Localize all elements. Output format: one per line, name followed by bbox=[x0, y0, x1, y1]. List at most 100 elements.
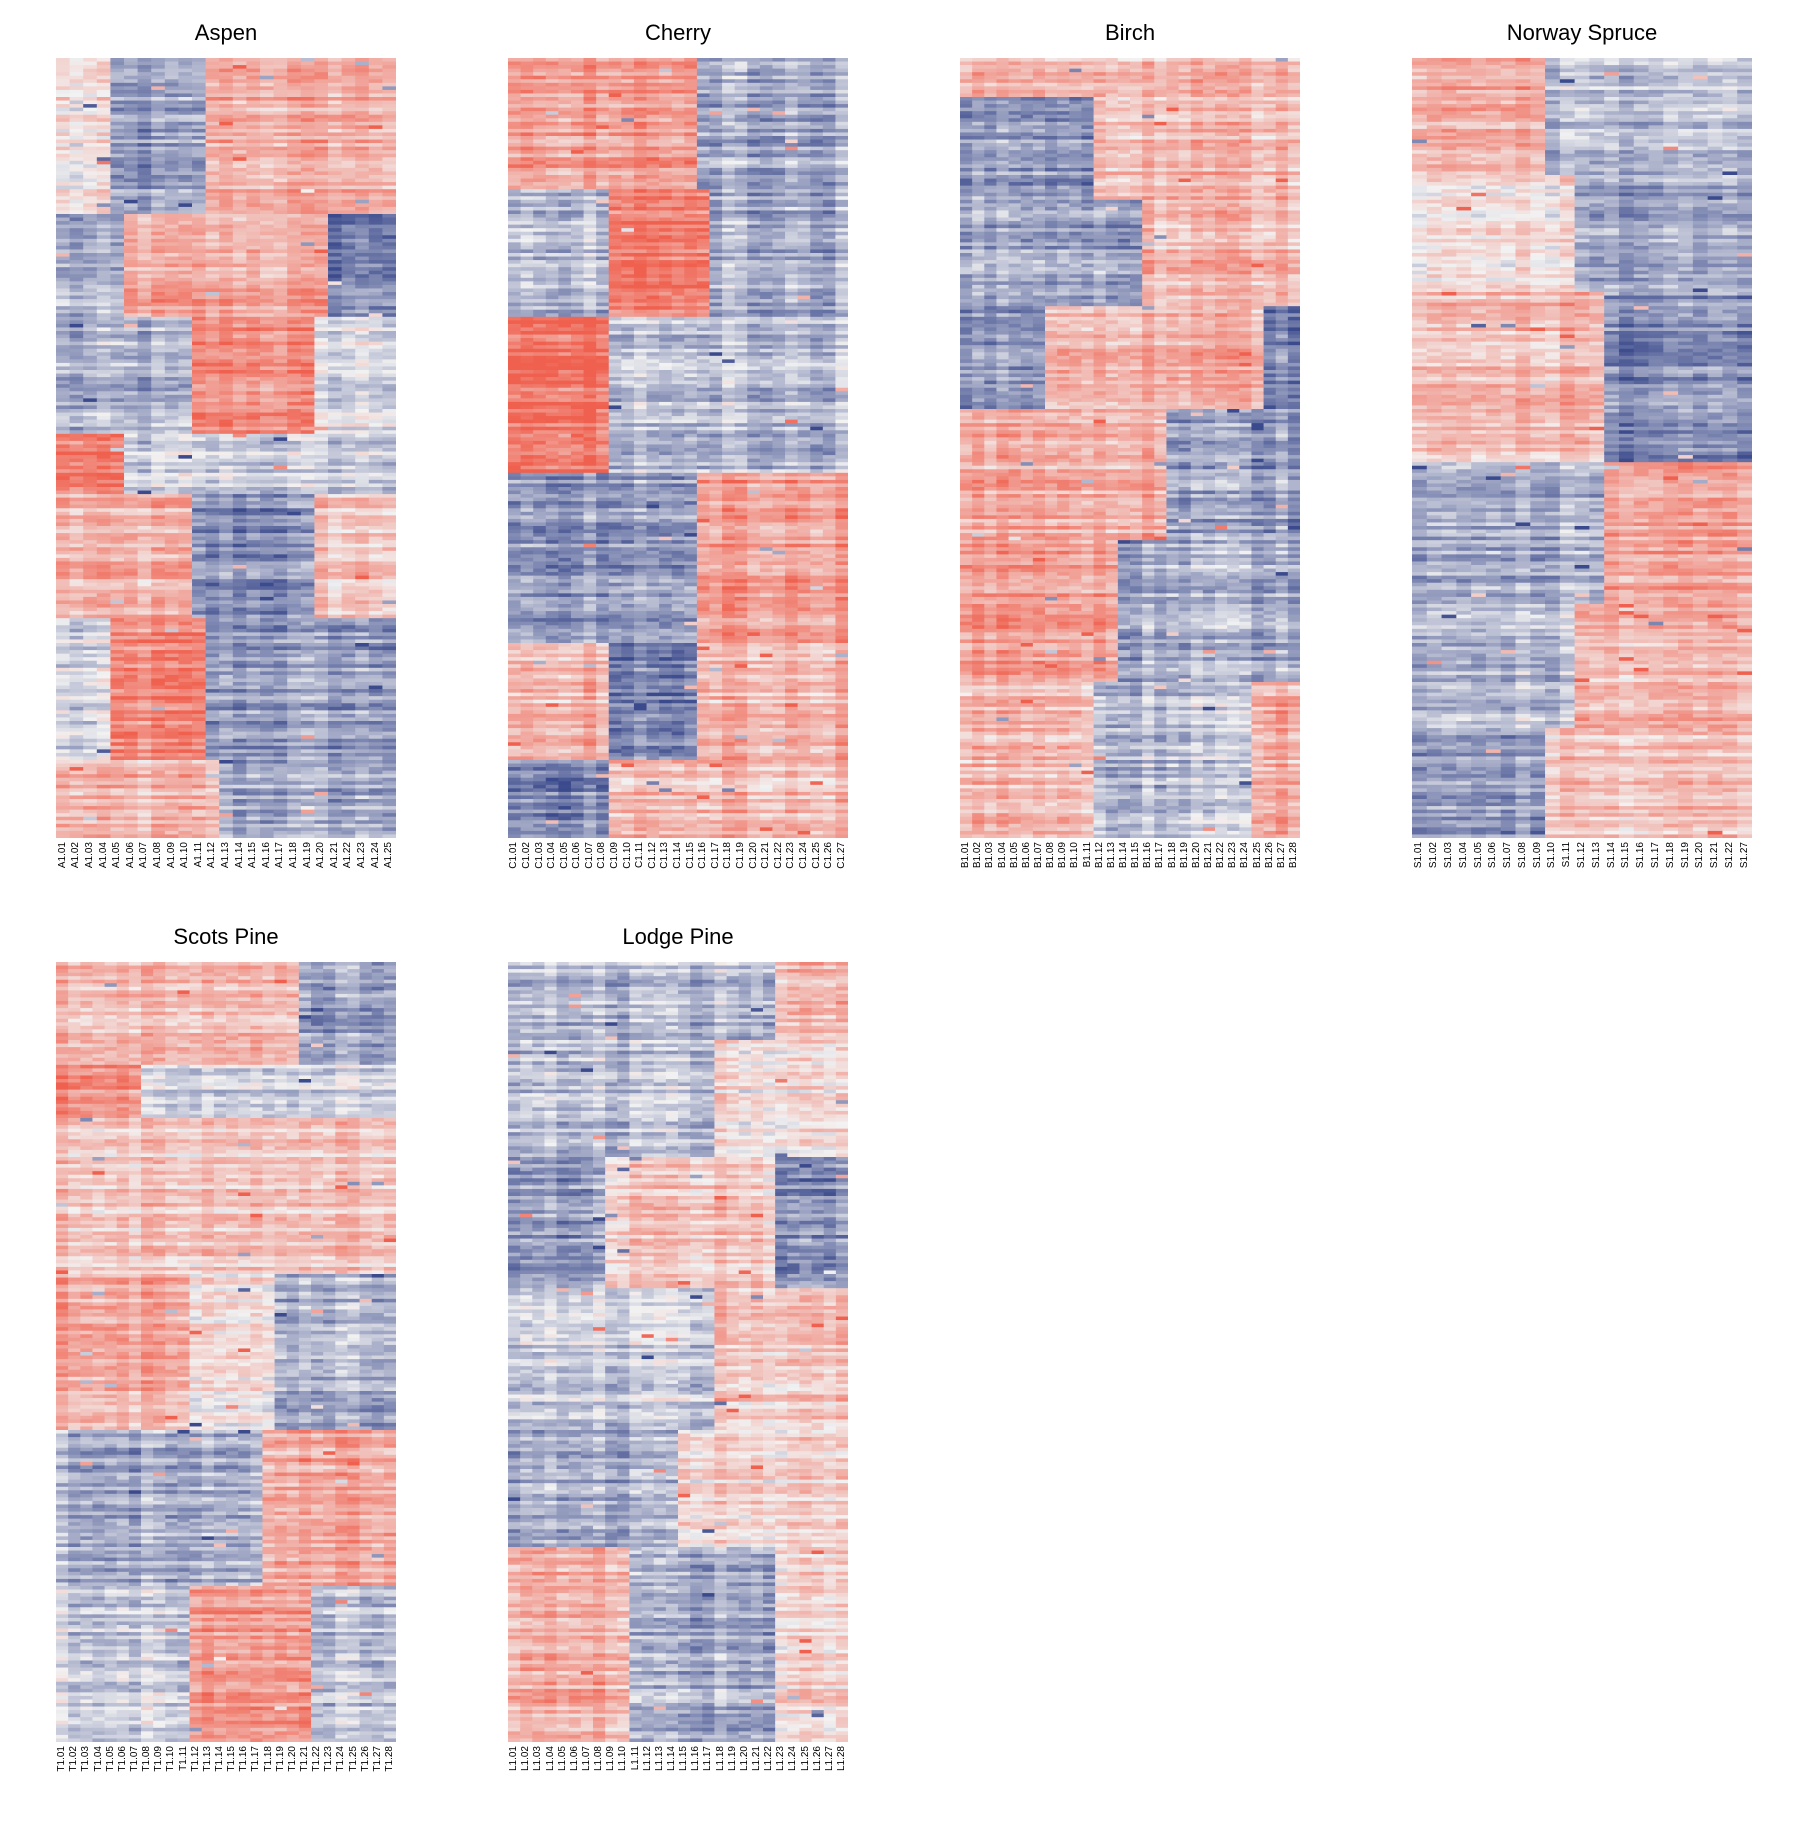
heatmap-cell bbox=[219, 171, 233, 175]
heatmap-cell bbox=[274, 242, 288, 246]
heatmap-cell bbox=[233, 320, 247, 324]
heatmap-cell bbox=[246, 101, 260, 105]
heatmap-cell bbox=[219, 370, 233, 374]
heatmap-cell bbox=[355, 377, 369, 381]
heatmap-cell bbox=[192, 512, 206, 516]
heatmap-cell bbox=[328, 384, 342, 388]
heatmap-cell bbox=[192, 664, 206, 668]
heatmap-cell bbox=[124, 448, 138, 452]
heatmap-cell bbox=[138, 519, 152, 523]
heatmap-cell bbox=[314, 586, 328, 590]
heatmap-cell bbox=[260, 650, 274, 654]
heatmap-cell bbox=[219, 69, 233, 73]
heatmap-cell bbox=[151, 72, 165, 76]
heatmap-cell bbox=[97, 115, 111, 119]
heatmap-cell bbox=[70, 586, 84, 590]
heatmap-cell bbox=[178, 93, 192, 97]
heatmap-cell bbox=[83, 469, 97, 473]
heatmap-cell bbox=[124, 760, 138, 764]
heatmap-cell bbox=[355, 388, 369, 392]
heatmap-cell bbox=[382, 196, 396, 200]
heatmap-cell bbox=[56, 420, 70, 424]
heatmap-cell bbox=[328, 629, 342, 633]
heatmap-cell bbox=[342, 561, 356, 565]
heatmap-cell bbox=[138, 356, 152, 360]
heatmap-cell bbox=[70, 186, 84, 190]
heatmap-cell bbox=[192, 717, 206, 721]
heatmap-cell bbox=[70, 122, 84, 126]
heatmap-cell bbox=[382, 115, 396, 119]
heatmap-cell bbox=[260, 675, 274, 679]
heatmap-cell bbox=[178, 576, 192, 580]
heatmap-cell bbox=[219, 381, 233, 385]
heatmap-cell bbox=[138, 710, 152, 714]
heatmap-cell bbox=[151, 586, 165, 590]
heatmap-cell bbox=[246, 444, 260, 448]
heatmap-cell bbox=[138, 58, 152, 62]
heatmap-cell bbox=[246, 441, 260, 445]
heatmap-cell bbox=[274, 703, 288, 707]
heatmap-cell bbox=[56, 317, 70, 321]
heatmap-cell bbox=[369, 700, 383, 704]
heatmap-cell bbox=[70, 402, 84, 406]
heatmap-cell bbox=[260, 554, 274, 558]
heatmap-cell bbox=[382, 604, 396, 608]
heatmap-cell bbox=[274, 164, 288, 168]
heatmap-cell bbox=[369, 129, 383, 133]
heatmap-cell bbox=[246, 86, 260, 90]
heatmap-cell bbox=[110, 203, 124, 207]
heatmap-cell bbox=[260, 473, 274, 477]
heatmap-cell bbox=[369, 76, 383, 80]
heatmap-cell bbox=[138, 579, 152, 583]
heatmap-cell bbox=[206, 320, 220, 324]
heatmap-cell bbox=[219, 682, 233, 686]
heatmap-cell bbox=[382, 303, 396, 307]
heatmap-cell bbox=[342, 388, 356, 392]
heatmap-cell bbox=[83, 189, 97, 193]
heatmap-cell bbox=[165, 189, 179, 193]
heatmap-cell bbox=[355, 218, 369, 222]
heatmap-cell bbox=[192, 572, 206, 576]
heatmap-cell bbox=[56, 590, 70, 594]
heatmap-cell bbox=[124, 494, 138, 498]
heatmap-cell bbox=[287, 462, 301, 466]
heatmap-cell bbox=[138, 735, 152, 739]
heatmap-cell bbox=[178, 171, 192, 175]
heatmap-cell bbox=[314, 196, 328, 200]
heatmap-cell bbox=[287, 749, 301, 753]
heatmap-cell bbox=[110, 363, 124, 367]
heatmap-cell bbox=[97, 561, 111, 565]
heatmap-cell bbox=[274, 625, 288, 629]
heatmap-cell bbox=[110, 154, 124, 158]
heatmap-cell bbox=[355, 327, 369, 331]
heatmap-cell bbox=[192, 359, 206, 363]
heatmap-cell bbox=[274, 427, 288, 431]
heatmap-cell bbox=[382, 111, 396, 115]
heatmap-cell bbox=[355, 366, 369, 370]
heatmap-cell bbox=[56, 83, 70, 87]
heatmap-cell bbox=[70, 537, 84, 541]
heatmap-cell bbox=[124, 129, 138, 133]
heatmap-cell bbox=[287, 512, 301, 516]
heatmap-cell bbox=[83, 714, 97, 718]
heatmap-cell bbox=[83, 143, 97, 147]
heatmap-cell bbox=[260, 664, 274, 668]
heatmap-cell bbox=[151, 253, 165, 257]
heatmap-cell bbox=[138, 296, 152, 300]
heatmap-cell bbox=[233, 257, 247, 261]
heatmap-cell bbox=[260, 565, 274, 569]
heatmap-cell bbox=[355, 487, 369, 491]
heatmap-cell bbox=[301, 235, 315, 239]
heatmap-cell bbox=[70, 700, 84, 704]
heatmap-cell bbox=[287, 335, 301, 339]
heatmap-cell bbox=[287, 267, 301, 271]
heatmap-cell bbox=[219, 441, 233, 445]
heatmap-cell bbox=[70, 749, 84, 753]
heatmap-cell bbox=[219, 597, 233, 601]
heatmap-cell bbox=[274, 104, 288, 108]
heatmap-cell bbox=[206, 441, 220, 445]
heatmap-cell bbox=[138, 721, 152, 725]
heatmap-cell bbox=[178, 540, 192, 544]
heatmap-cell bbox=[369, 232, 383, 236]
heatmap-cell bbox=[56, 168, 70, 172]
